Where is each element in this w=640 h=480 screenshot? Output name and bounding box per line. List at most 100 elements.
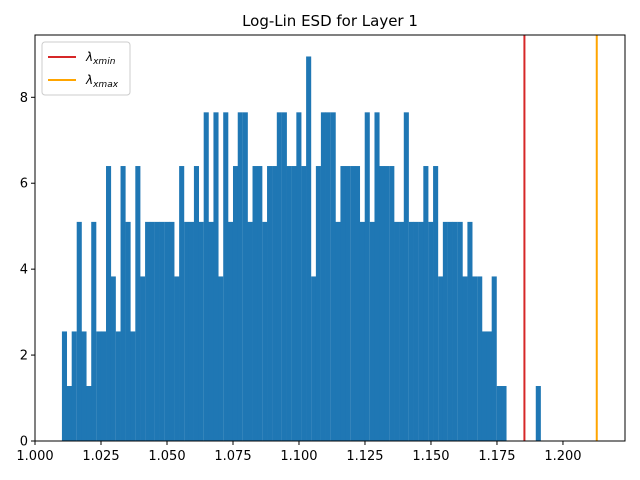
histogram-bar <box>481 331 488 441</box>
x-tick-label: 1.100 <box>280 449 317 464</box>
histogram-bar <box>115 331 121 441</box>
histogram-bar <box>208 221 214 441</box>
histogram-bar <box>364 112 370 441</box>
y-tick-label: 2 <box>20 349 28 364</box>
x-tick-label: 1.175 <box>478 449 515 464</box>
histogram-bar <box>223 112 229 441</box>
histogram-bar <box>145 221 151 441</box>
histogram-bar <box>403 112 409 441</box>
histogram-bar <box>184 221 190 441</box>
histogram-bar <box>345 166 351 441</box>
histogram-bar <box>491 276 497 441</box>
plot-frame <box>34 34 626 442</box>
histogram-bar <box>188 221 194 441</box>
histogram-bar <box>306 56 312 442</box>
histogram-bar <box>71 331 77 441</box>
histogram-bar <box>164 221 170 441</box>
legend-subscript-xmax: xmax <box>92 80 119 90</box>
histogram-bar <box>247 221 253 441</box>
histogram-bar <box>418 221 424 441</box>
histogram-bar <box>267 166 273 441</box>
histogram-bar <box>442 221 448 441</box>
histogram-bar <box>110 276 116 441</box>
chart-title: Log-Lin ESD for Layer 1 <box>242 12 418 30</box>
histogram-bar <box>262 221 268 441</box>
histogram-bar <box>350 166 356 441</box>
histogram-bar <box>354 166 361 441</box>
histogram-bar <box>66 386 73 441</box>
histogram-bar <box>301 166 307 441</box>
histogram-bar <box>535 386 541 441</box>
legend-symbol-xmax: λ <box>85 73 93 87</box>
histogram-bar <box>311 276 317 441</box>
histogram-bar <box>120 166 126 441</box>
histogram-bar <box>408 221 414 441</box>
histogram-bar <box>447 221 453 441</box>
histogram-bar <box>96 331 102 441</box>
histogram-bar <box>252 166 258 441</box>
histogram-bar <box>272 166 278 441</box>
histogram-bar <box>335 221 341 441</box>
histogram-bar <box>81 331 87 441</box>
histogram-bar <box>159 221 165 441</box>
histogram-bar <box>135 166 141 441</box>
histogram-bar <box>237 112 243 441</box>
x-tick-label: 1.150 <box>412 449 449 464</box>
histogram-bar <box>125 221 131 441</box>
y-tick-label: 8 <box>20 91 28 106</box>
y-tick-label: 4 <box>20 263 28 278</box>
legend-symbol-xmin: λ <box>85 50 93 64</box>
histogram-bar <box>232 166 239 441</box>
x-tick-label: 1.075 <box>214 449 251 464</box>
histogram-bar <box>154 221 160 441</box>
histogram-bar <box>452 221 458 441</box>
legend-label-xmin: λxmin <box>85 50 116 67</box>
histogram-bar <box>296 112 302 441</box>
legend: λxmin λxmax <box>41 41 131 96</box>
histogram-bar <box>130 331 136 441</box>
x-tick-label: 1.125 <box>346 449 383 464</box>
histogram-bar <box>394 221 400 441</box>
histogram-bar <box>399 221 405 441</box>
histogram-bar <box>213 112 219 441</box>
x-tick-label: 1.000 <box>16 449 53 464</box>
histogram-bar <box>276 112 282 441</box>
histogram-bar <box>486 331 493 441</box>
histogram-bar <box>315 166 321 441</box>
histogram-bar <box>242 112 248 441</box>
histogram-bar <box>149 221 155 441</box>
histogram-bars <box>61 56 541 442</box>
histogram-bar <box>374 112 380 441</box>
histogram-bar <box>496 386 502 441</box>
histogram-bar <box>477 276 483 441</box>
histogram-bar <box>291 166 297 441</box>
histogram-bar <box>467 221 473 441</box>
histogram-bar <box>257 166 263 441</box>
y-axis: 0 2 4 6 8 <box>20 91 35 450</box>
histogram-bar <box>203 112 209 441</box>
histogram-bar <box>179 166 185 441</box>
threshold-lines <box>523 35 598 441</box>
y-tick-label: 0 <box>20 435 28 450</box>
histogram-bar <box>91 221 97 441</box>
x-tick-label: 1.025 <box>82 449 119 464</box>
histogram-bar <box>106 166 112 441</box>
histogram-bar <box>100 331 107 441</box>
histogram-bar <box>340 166 346 441</box>
histogram-bar <box>86 386 92 441</box>
histogram-bar <box>359 221 366 441</box>
histogram-bar <box>218 276 224 441</box>
histogram-bar <box>423 166 429 441</box>
histogram-bar <box>227 221 234 441</box>
histogram-bar <box>286 166 292 441</box>
histogram-bar <box>61 331 68 441</box>
legend-subscript-xmin: xmin <box>92 57 116 67</box>
histogram-bar <box>281 112 287 441</box>
histogram-bar <box>457 221 463 441</box>
histogram-bar <box>472 276 478 441</box>
y-tick-label: 6 <box>20 177 28 192</box>
histogram-bar <box>384 166 390 441</box>
histogram-bar <box>330 112 336 441</box>
histogram-bar <box>198 221 204 441</box>
